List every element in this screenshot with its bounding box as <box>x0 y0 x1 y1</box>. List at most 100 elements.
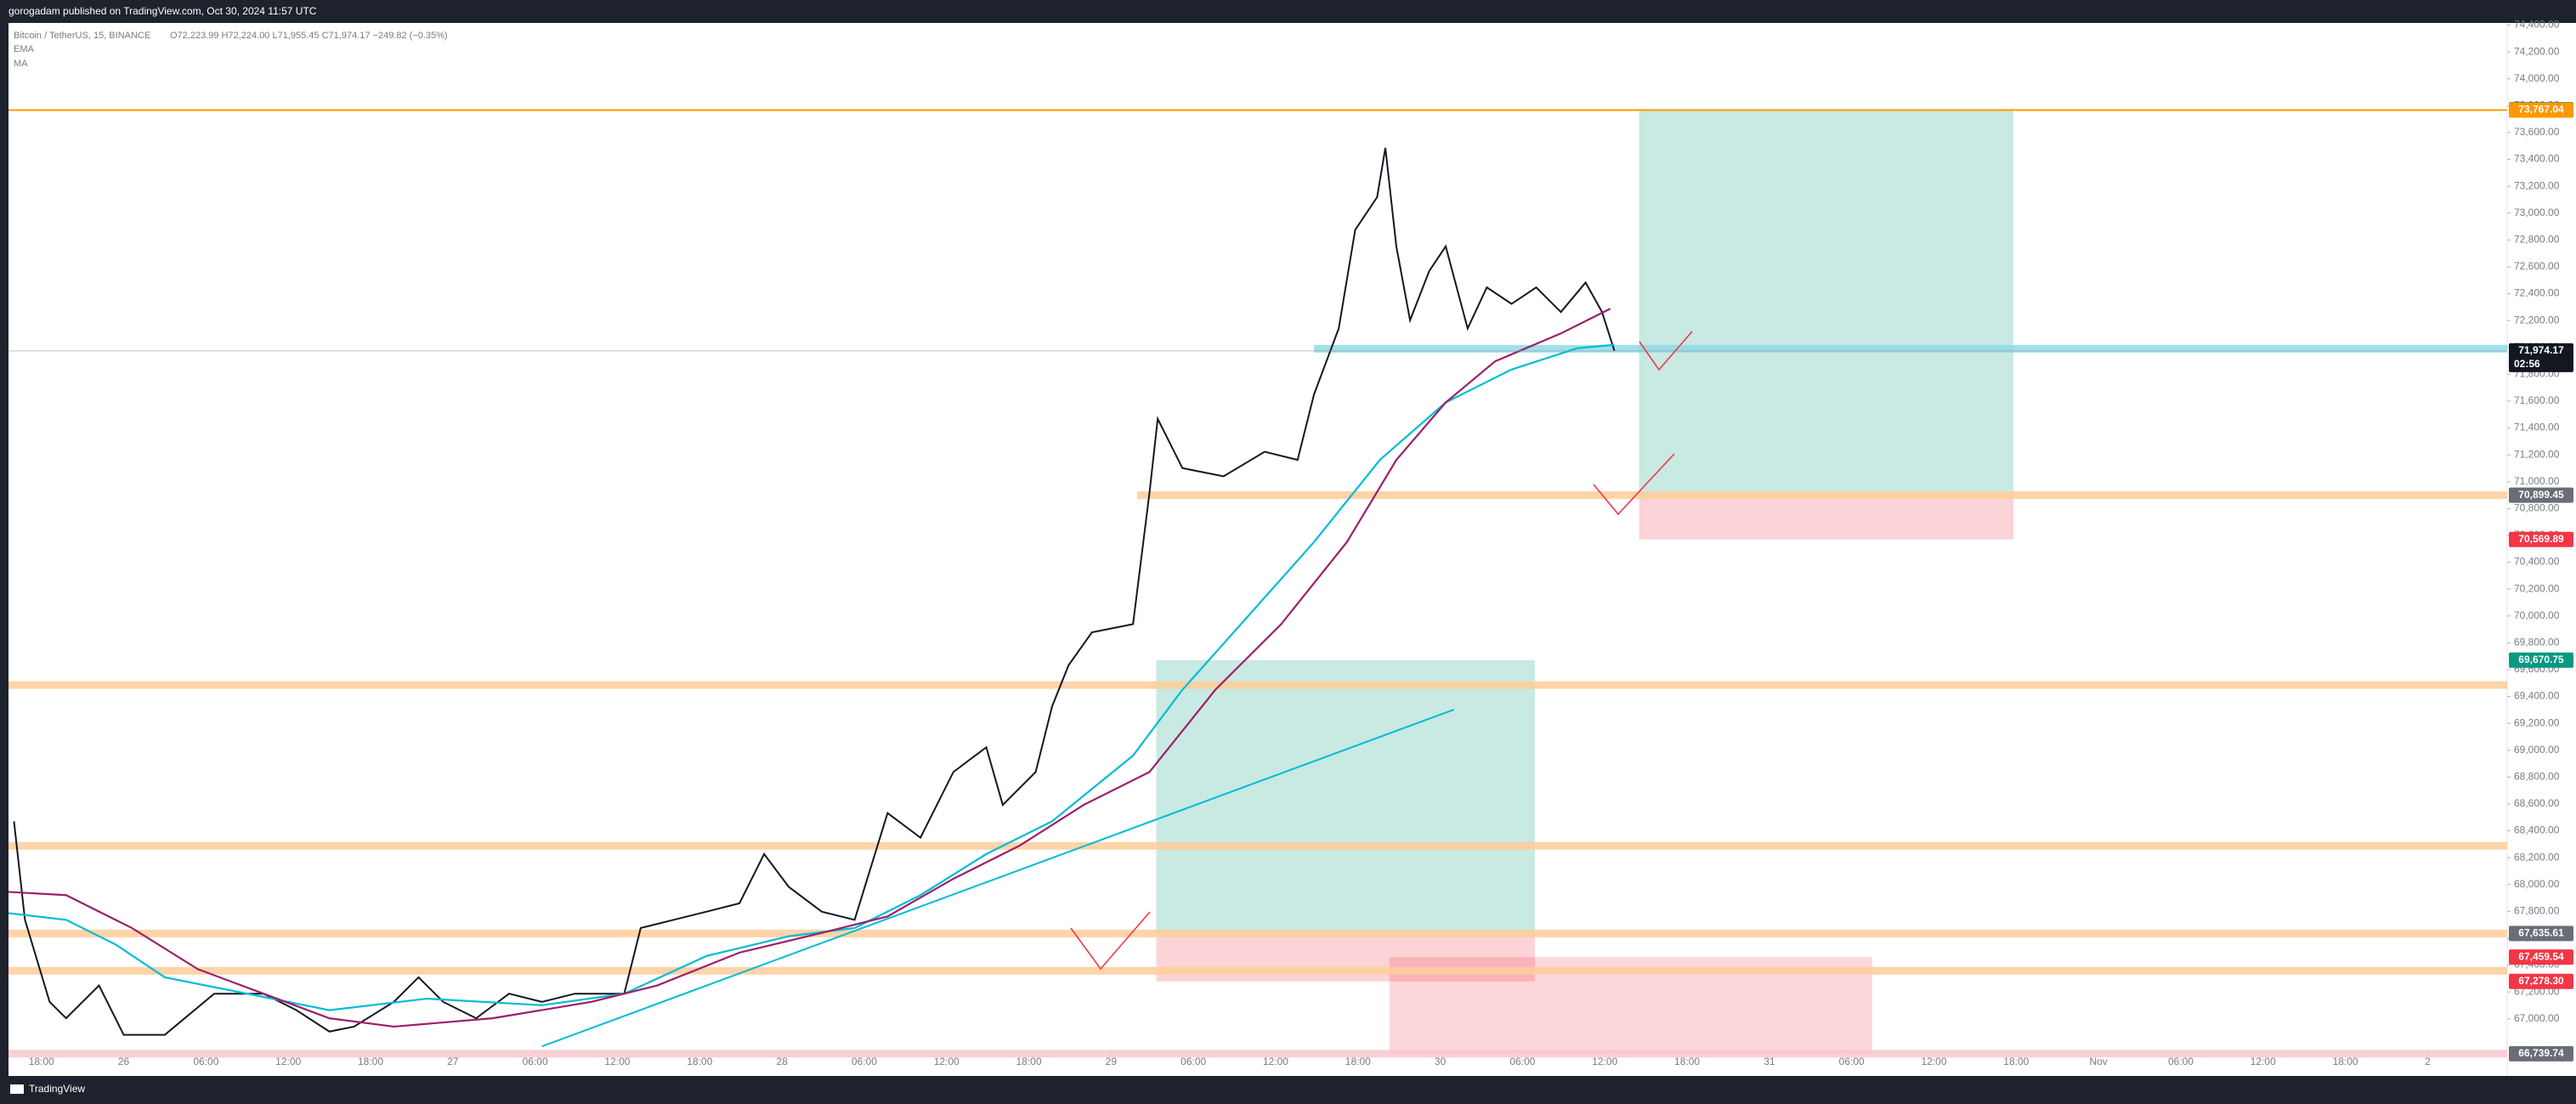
y-tick-label: 72,800.00 <box>2514 234 2560 246</box>
x-tick-label: 12:00 <box>1592 1056 1617 1067</box>
x-tick-label: 12:00 <box>1263 1056 1288 1067</box>
y-tick-label: 71,200.00 <box>2514 448 2560 460</box>
x-tick-label: 18:00 <box>2003 1056 2029 1067</box>
x-tick-label: 18:00 <box>1345 1056 1371 1067</box>
symbol: Bitcoin / TetherUS, 15, BINANCE <box>14 31 150 41</box>
y-tick-label: 70,800.00 <box>2514 502 2560 514</box>
x-tick-label: 18:00 <box>2333 1056 2358 1067</box>
indicator-line <box>8 308 1611 1028</box>
price-badge-label: 70,899.45 <box>2518 489 2564 501</box>
price-badge <box>2509 487 2573 503</box>
price-axis <box>2507 23 2576 1076</box>
arrow <box>1070 911 1151 971</box>
y-tick-label: 71,000.00 <box>2514 475 2560 487</box>
x-tick-label: 06:00 <box>2168 1056 2194 1067</box>
x-tick-label: 12:00 <box>934 1056 960 1067</box>
y-tick-label: 68,200.00 <box>2514 851 2560 863</box>
y-tick-label: 70,200.00 <box>2514 582 2560 594</box>
indicator-ema: EMA <box>14 44 35 54</box>
arrow-drawings <box>1070 331 1693 971</box>
y-tick-label: 72,400.00 <box>2514 287 2560 299</box>
y-tick-label: 67,800.00 <box>2514 905 2560 917</box>
y-tick-label: 70,000.00 <box>2514 609 2560 621</box>
y-tick-label: 69,800.00 <box>2514 637 2560 648</box>
x-tick-label: 06:00 <box>523 1056 548 1067</box>
x-tick-label: 18:00 <box>1674 1056 1700 1067</box>
x-tick-label: 06:00 <box>1180 1056 1206 1067</box>
x-tick-label: 18:00 <box>1016 1056 1042 1067</box>
x-tick-label: 06:00 <box>1839 1056 1865 1067</box>
y-tick-label: 68,800.00 <box>2514 771 2560 783</box>
countdown: 02:56 <box>2514 358 2540 370</box>
price-badge-label: 67,459.54 <box>2518 950 2564 962</box>
trendline <box>541 708 1455 1048</box>
brand-logo <box>10 1084 24 1094</box>
y-tick-label: 73,000.00 <box>2514 207 2560 218</box>
arrow <box>1593 453 1675 516</box>
x-tick-label: 06:00 <box>1509 1056 1535 1067</box>
x-tick-label: 27 <box>447 1056 459 1067</box>
indicator-ma: MA <box>14 59 28 69</box>
x-tick-label: 06:00 <box>852 1056 877 1067</box>
y-tick-label: 74,400.00 <box>2514 19 2560 31</box>
price-badge <box>2509 102 2573 118</box>
y-tick-label: 69,000.00 <box>2514 744 2560 756</box>
price-line <box>13 147 1616 1036</box>
position-target <box>1156 660 1535 934</box>
price-badge-label: 70,569.89 <box>2518 533 2564 545</box>
left-border <box>0 23 8 1076</box>
y-tick-label: 71,400.00 <box>2514 422 2560 433</box>
y-tick-label: 74,200.00 <box>2514 45 2560 57</box>
y-tick-label: 68,400.00 <box>2514 824 2560 836</box>
price-badge <box>2509 926 2573 942</box>
x-tick-label: 26 <box>118 1056 130 1067</box>
y-tick-label: 67,000.00 <box>2514 1012 2560 1024</box>
indicator-line <box>8 343 1615 1011</box>
y-tick-label: 71,600.00 <box>2514 394 2560 406</box>
y-tick-label: 70,400.00 <box>2514 556 2560 568</box>
brand: TradingView <box>29 1083 85 1095</box>
price-badge-label: 73,767.04 <box>2518 104 2564 116</box>
top-bar <box>0 0 2576 23</box>
arrow <box>1639 331 1693 371</box>
y-tick-label: 68,000.00 <box>2514 878 2560 890</box>
y-tick-label: 72,200.00 <box>2514 314 2560 326</box>
price-badge <box>2509 973 2573 989</box>
price-badge <box>2509 531 2573 547</box>
y-tick-label: 72,600.00 <box>2514 260 2560 272</box>
y-tick-label: 73,600.00 <box>2514 126 2560 138</box>
x-tick-label: 2 <box>2425 1056 2431 1067</box>
x-tick-label: 28 <box>776 1056 788 1067</box>
x-tick-label: 29 <box>1106 1056 1118 1067</box>
y-tick-label: 74,000.00 <box>2514 72 2560 84</box>
price-badge <box>2509 949 2573 965</box>
y-tick-label: 69,400.00 <box>2514 690 2560 702</box>
y-tick-label: 73,400.00 <box>2514 153 2560 165</box>
x-tick-label: 06:00 <box>193 1056 218 1067</box>
author-line: gorogadam published on TradingView.com, … <box>8 5 317 17</box>
price-badge-label: 69,670.75 <box>2518 654 2564 665</box>
x-tick-label: 18:00 <box>687 1056 712 1067</box>
x-tick-label: 30 <box>1435 1056 1447 1067</box>
x-tick-label: Nov <box>2089 1056 2107 1067</box>
price-badge <box>2509 652 2573 668</box>
x-tick-label: 12:00 <box>2250 1056 2276 1067</box>
x-tick-label: 12:00 <box>604 1056 630 1067</box>
ohlc: O72,223.99 H72,224.00 L71,955.45 C71,974… <box>170 31 448 41</box>
position-target <box>1639 109 2014 495</box>
price-badge-label: 71,974.17 <box>2518 344 2564 356</box>
price-badge <box>2509 1045 2573 1062</box>
price-badge-label: 67,635.61 <box>2518 927 2564 939</box>
y-tick-label: 73,200.00 <box>2514 179 2560 191</box>
plot-area: 67,000.0067,200.0067,400.0067,600.0067,8… <box>8 19 2576 1076</box>
price-badge <box>2509 343 2573 372</box>
price-badge-label: 67,278.30 <box>2518 975 2564 987</box>
x-tick-label: 31 <box>1764 1056 1775 1067</box>
y-tick-label: 68,600.00 <box>2514 797 2560 809</box>
price-badge-label: 66,739.74 <box>2518 1047 2564 1059</box>
x-tick-label: 18:00 <box>358 1056 383 1067</box>
position-stop <box>1639 495 2014 540</box>
x-tick-label: 12:00 <box>275 1056 301 1067</box>
